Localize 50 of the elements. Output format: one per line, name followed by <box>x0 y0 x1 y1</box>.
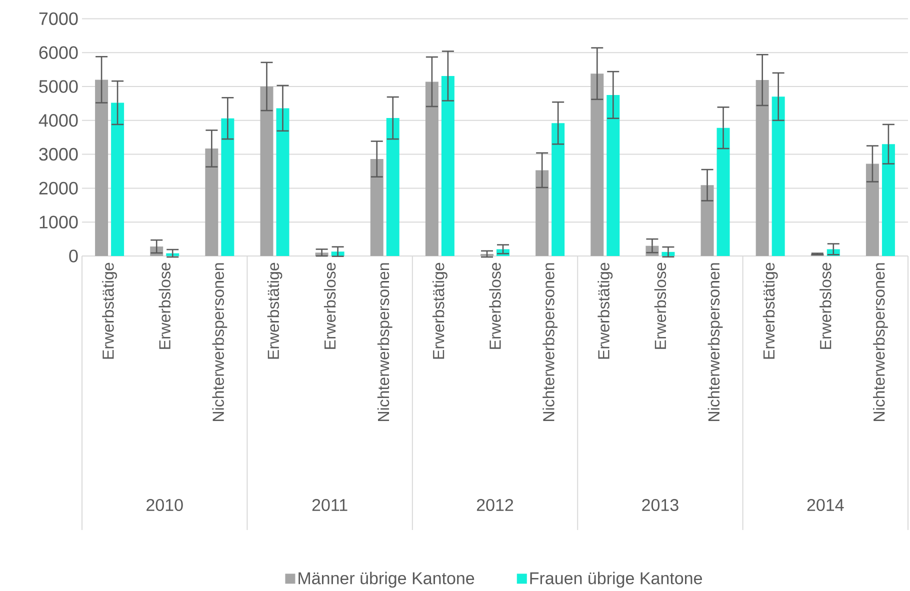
y-tick-label: 1000 <box>40 216 78 228</box>
x-tick-label: Erwerbslose <box>654 262 666 349</box>
bar <box>716 128 730 256</box>
y-tick-label: 5000 <box>39 80 78 93</box>
bar <box>536 170 549 256</box>
text: 2013 <box>642 498 678 512</box>
x-tick-label: Nichterwerbspersonen <box>708 263 723 421</box>
y-tick-label: 3000 <box>39 148 78 161</box>
bar <box>441 76 454 256</box>
bar <box>606 94 620 256</box>
y-tick-label: 2000 <box>39 182 78 195</box>
bar <box>221 118 234 256</box>
legend-label: Frauen übrige Kantone <box>530 572 702 588</box>
bar <box>370 159 384 256</box>
bar <box>260 86 274 256</box>
bar <box>866 164 879 256</box>
bar <box>700 185 714 256</box>
x-tick-label: Nichterwerbspersonen <box>212 263 228 421</box>
x-tick-label: Erwerbslose <box>324 262 336 349</box>
x-tick-label: Erwerbstätige <box>762 262 778 359</box>
y-tick-label: 7000 <box>39 12 78 26</box>
x-tick-label: Nichterwerbspersonen <box>873 263 888 421</box>
bar <box>882 144 895 256</box>
bar <box>756 80 769 256</box>
bar <box>552 123 565 256</box>
x-tick-label: Erwerbstätige <box>102 262 118 359</box>
x-tick-label: Nichterwerbspersonen <box>542 263 558 421</box>
text: 2012 <box>476 498 514 512</box>
text: 2011 <box>312 498 348 512</box>
x-tick-label: Erwerbslose <box>489 262 501 349</box>
bar <box>205 148 218 256</box>
text: 2014 <box>807 498 844 512</box>
bar <box>425 82 438 256</box>
bar <box>772 96 785 256</box>
bar <box>590 74 604 256</box>
y-tick-label: 0 <box>69 250 78 262</box>
legend-label: Männer übrige Kantone <box>298 572 474 588</box>
x-tick-label: Nichterwerbspersonen <box>377 263 392 421</box>
bar <box>95 80 108 256</box>
x-tick-label: Erwerbstätige <box>598 262 613 359</box>
bar <box>276 108 290 256</box>
x-tick-label: Erwerbstätige <box>267 262 282 359</box>
y-tick-label: 6000 <box>39 46 78 59</box>
text: 2010 <box>146 498 183 512</box>
x-tick-label: Erwerbslose <box>820 262 832 349</box>
y-tick-label: 4000 <box>38 114 78 127</box>
bar <box>111 102 124 256</box>
bar <box>386 118 400 256</box>
x-tick-label: Erwerbstätige <box>432 262 448 359</box>
x-tick-label: Erwerbslose <box>158 262 170 349</box>
